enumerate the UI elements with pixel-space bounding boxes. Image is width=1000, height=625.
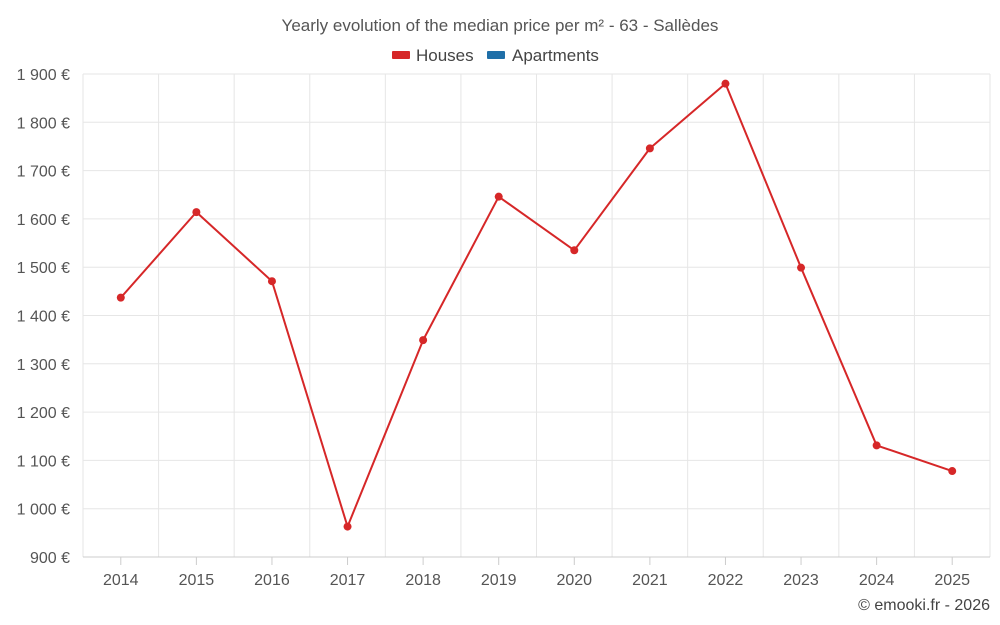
y-tick-label: 1 600 €	[17, 212, 70, 229]
y-tick-label: 1 100 €	[17, 453, 70, 470]
data-point[interactable]	[192, 208, 201, 217]
credit-text: © emooki.fr - 2026	[858, 597, 990, 614]
series-houses	[116, 79, 957, 531]
y-tick-label: 1 700 €	[17, 164, 70, 181]
x-tick-label: 2015	[179, 572, 215, 589]
data-point[interactable]	[494, 192, 503, 201]
y-axis: 900 € 1 000 € 1 100 € 1 200 € 1 300 € 1 400 €…	[17, 67, 70, 567]
legend-swatch-apartments[interactable]	[487, 51, 505, 59]
x-tick-label: 2021	[632, 572, 668, 589]
data-point[interactable]	[645, 144, 654, 153]
data-point[interactable]	[797, 263, 806, 272]
x-tick-label: 2014	[103, 572, 139, 589]
x-tick-label: 2019	[481, 572, 517, 589]
y-tick-label: 1 400 €	[17, 309, 70, 326]
legend-label-houses[interactable]: Houses	[416, 46, 474, 65]
legend: Houses Apartments	[392, 46, 599, 65]
data-point[interactable]	[948, 467, 957, 476]
data-point[interactable]	[721, 79, 730, 88]
grid	[82, 73, 991, 557]
data-point[interactable]	[343, 522, 352, 531]
x-tick-label: 2017	[330, 572, 366, 589]
legend-label-apartments[interactable]: Apartments	[512, 46, 599, 65]
data-point[interactable]	[419, 336, 428, 345]
x-axis: 2014 2015 2016 2017 2018 2019 2020 2021 2022 2023…	[83, 556, 990, 589]
data-point[interactable]	[267, 277, 276, 286]
x-tick-label: 2025	[934, 572, 970, 589]
chart-title: Yearly evolution of the median price per…	[282, 16, 719, 35]
y-tick-label: 1 000 €	[17, 502, 70, 519]
y-tick-label: 1 300 €	[17, 357, 70, 374]
x-tick-label: 2016	[254, 572, 290, 589]
y-tick-label: 1 500 €	[17, 260, 70, 277]
data-point[interactable]	[570, 246, 579, 255]
x-tick-label: 2018	[405, 572, 441, 589]
legend-swatch-houses[interactable]	[392, 51, 410, 59]
x-tick-label: 2024	[859, 572, 895, 589]
y-tick-label: 1 200 €	[17, 405, 70, 422]
x-tick-label: 2023	[783, 572, 819, 589]
y-tick-label: 1 800 €	[17, 115, 70, 132]
y-tick-label: 1 900 €	[17, 67, 70, 84]
y-tick-label: 900 €	[30, 550, 70, 567]
x-tick-label: 2020	[556, 572, 592, 589]
data-point[interactable]	[116, 293, 125, 302]
series-line-houses	[120, 82, 953, 528]
data-point[interactable]	[872, 441, 881, 450]
x-tick-label: 2022	[708, 572, 744, 589]
